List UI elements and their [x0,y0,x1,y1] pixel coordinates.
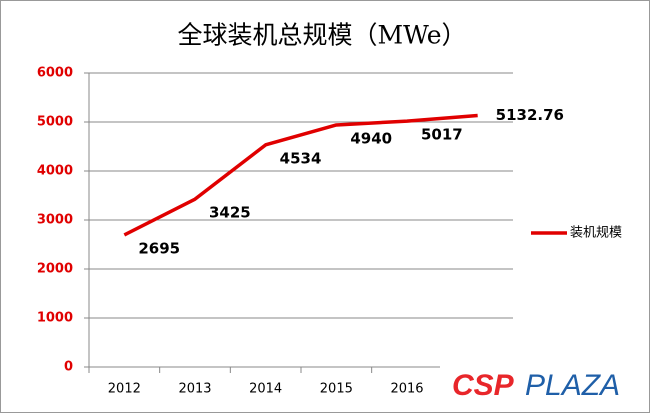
y-tick-label: 0 [64,360,73,375]
data-label: 3425 [209,204,251,222]
watermark-first: CSP [452,369,515,402]
x-tick-label: 2015 [320,382,353,397]
y-tick-label: 5000 [37,115,73,130]
chart-title: 全球装机总规模（MWe） [177,21,466,50]
data-label: 4940 [350,129,392,147]
legend-label: 装机规模 [570,226,622,241]
y-tick-label: 6000 [37,66,73,81]
data-label: 5017 [421,126,463,144]
x-tick-label: 2016 [390,382,423,397]
watermark-second: PLAZA [525,369,620,402]
data-label: 2695 [138,239,180,257]
watermark-bg [440,366,640,406]
y-tick-label: 3000 [37,213,73,228]
y-tick-label: 2000 [37,262,73,277]
x-tick-label: 2014 [249,382,282,397]
x-tick-label: 2012 [108,382,141,397]
line [123,113,478,237]
data-label: 4534 [280,149,322,167]
y-tick-label: 1000 [37,311,73,326]
y-tick-label: 4000 [37,164,73,179]
x-tick-label: 2013 [178,382,211,397]
data-label: 5132.76 [496,106,564,124]
